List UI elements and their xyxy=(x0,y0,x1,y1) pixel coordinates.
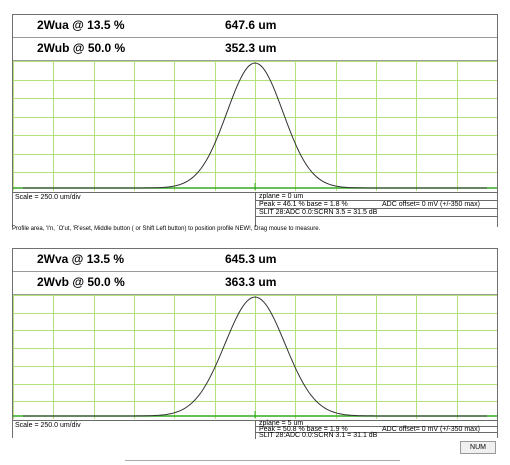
width-value: 363.3 um xyxy=(225,275,277,289)
width-readout-row: 2Wvb @ 50.0 % 363.3 um xyxy=(13,272,497,295)
slit-text: SLIT 28:ADC 0.0:SCRN 3.1 = 31.1 dB xyxy=(259,432,378,439)
profile-trace xyxy=(23,62,487,189)
info-panel: Scale = 250.0 um/div zplane = 0 um Peak … xyxy=(13,192,497,227)
peak-base-row: Peak = 46.1 % base = 1.8 % ADC offset= 0… xyxy=(256,201,497,209)
width-readout-row: 2Wva @ 13.5 % 645.3 um xyxy=(13,249,497,272)
width-readout-row: 2Wua @ 13.5 % 647.6 um xyxy=(13,15,497,38)
zplane-text: zplane = 5 um xyxy=(256,420,497,427)
measurement-info: zplane = 0 um Peak = 46.1 % base = 1.8 %… xyxy=(255,193,497,227)
scale-text: Scale = 250.0 um/div xyxy=(15,194,81,201)
info-panel: Scale = 250.0 um/div zplane = 5 um Peak … xyxy=(13,420,497,439)
width-readout-row: 2Wub @ 50.0 % 352.3 um xyxy=(13,38,497,61)
width-value: 647.6 um xyxy=(225,18,277,32)
beam-profile-plot[interactable] xyxy=(13,295,497,419)
beam-profile-plot[interactable] xyxy=(13,61,497,191)
width-value: 645.3 um xyxy=(225,252,277,266)
scale-text: Scale = 250.0 um/div xyxy=(15,422,81,429)
width-label: 2Wva @ 13.5 % xyxy=(37,252,125,266)
profile-panel-v: 2Wva @ 13.5 % 645.3 um 2Wvb @ 50.0 % 363… xyxy=(12,248,498,439)
peak-base-row: Peak = 50.8 % base = 1.9 % ADC offset= 0… xyxy=(256,426,497,433)
slit-text: SLIT 28:ADC 0.0:SCRN 3.5 = 31.5 dB xyxy=(256,209,497,217)
width-label: 2Wub @ 50.0 % xyxy=(37,41,126,55)
profile-panel-u: 2Wua @ 13.5 % 647.6 um 2Wub @ 50.0 % 352… xyxy=(12,14,498,227)
num-lock-indicator: NUM xyxy=(460,441,496,454)
status-hint: Profile area, 'I'n, `O'ut, 'R'eset, Midd… xyxy=(12,226,321,232)
peak-base-text: Peak = 50.8 % base = 1.9 % xyxy=(259,426,348,433)
profile-trace xyxy=(23,296,487,417)
adc-offset-text: ADC offset= 0 mV (+/-350 max) xyxy=(382,201,480,208)
width-label: 2Wua @ 13.5 % xyxy=(37,18,125,32)
width-value: 352.3 um xyxy=(225,41,277,55)
status-bar-divider xyxy=(125,460,400,461)
width-label: 2Wvb @ 50.0 % xyxy=(37,275,125,289)
adc-offset-text: ADC offset= 0 mV (+/-350 max) xyxy=(382,426,480,433)
measurement-info: zplane = 5 um Peak = 50.8 % base = 1.9 %… xyxy=(255,420,497,439)
zplane-text: zplane = 0 um xyxy=(256,193,497,201)
peak-base-text: Peak = 46.1 % base = 1.8 % xyxy=(259,201,348,208)
